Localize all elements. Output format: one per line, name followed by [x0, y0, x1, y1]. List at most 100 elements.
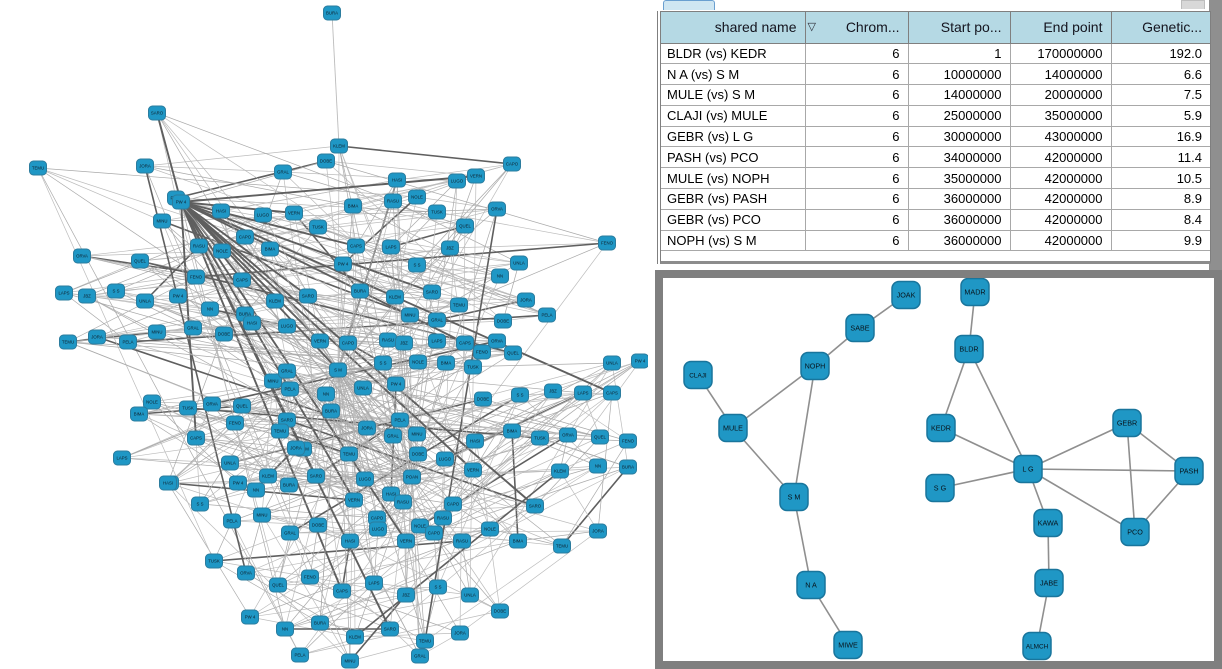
network-node-S S[interactable]: S S: [408, 257, 426, 273]
network-node-POAN[interactable]: POAN: [403, 469, 421, 485]
network-node-DOBE[interactable]: DOBE: [491, 603, 509, 619]
network-node-L G[interactable]: L G: [1013, 454, 1043, 484]
network-node-DOBE[interactable]: DOBE: [215, 326, 233, 342]
detail-network-panel[interactable]: JOAK MADR SABE NOPH BLDR CLAJI MULE KEDR GEBR L G…: [655, 270, 1222, 669]
network-node-JORA[interactable]: JORA: [517, 292, 535, 308]
network-node-LUGO[interactable]: LUGO: [436, 451, 454, 467]
network-node-PW 4[interactable]: PW 4: [241, 609, 259, 625]
network-node-HASI[interactable]: HASI: [243, 315, 261, 331]
network-node-GEBR[interactable]: GEBR: [1112, 408, 1142, 438]
network-node-PELA[interactable]: PELA: [281, 381, 299, 397]
network-node-LUGO[interactable]: LUGO: [356, 471, 374, 487]
network-node-N A[interactable]: N A: [796, 570, 826, 600]
network-node-SARO[interactable]: SARO: [307, 468, 325, 484]
network-node-ORVA[interactable]: ORVA: [488, 333, 506, 349]
network-node-BIMA[interactable]: BIMA: [261, 241, 279, 257]
network-node-JORA[interactable]: JORA: [136, 158, 154, 174]
network-node-MINU[interactable]: MINU: [401, 307, 419, 323]
network-node-LUGO[interactable]: LUGO: [254, 207, 272, 223]
network-node-RASU[interactable]: RASU: [190, 238, 208, 254]
network-node-GRAL[interactable]: GRAL: [184, 320, 202, 336]
network-node-QUEL[interactable]: QUEL: [269, 577, 287, 593]
network-node-CAPS[interactable]: CAPS: [187, 430, 205, 446]
table-row[interactable]: NOPH (vs) S M 6 36000000 42000000 9.9: [661, 230, 1210, 252]
network-node-TUSK[interactable]: TUSK: [531, 430, 549, 446]
network-node-DOBE[interactable]: DOBE: [494, 313, 512, 329]
network-node-NOPH[interactable]: NOPH: [800, 351, 830, 381]
network-node-HASI[interactable]: HASI: [212, 203, 230, 219]
network-node-VERN[interactable]: VERN: [397, 533, 415, 549]
network-node-BIMA[interactable]: BIMA: [344, 198, 362, 214]
network-node-LAPS[interactable]: LAPS: [428, 333, 446, 349]
network-node-JORA[interactable]: JORA: [589, 523, 607, 539]
network-node-GRAL[interactable]: GRAL: [384, 428, 402, 444]
network-node-KLEM[interactable]: KLEM: [259, 468, 277, 484]
network-node-QUEL[interactable]: QUEL: [456, 218, 474, 234]
network-node-PELA[interactable]: PELA: [223, 513, 241, 529]
network-node-JABE[interactable]: JABE: [1034, 568, 1064, 598]
network-node-NN[interactable]: NN: [589, 458, 607, 474]
network-node-UNLA[interactable]: UNLA: [136, 293, 154, 309]
network-node-TEMU[interactable]: TEMU: [450, 297, 468, 313]
network-node-BURA[interactable]: BURA: [323, 5, 341, 21]
network-node-QUEL[interactable]: QUEL: [504, 345, 522, 361]
network-node-BURA[interactable]: BURA: [280, 477, 298, 493]
network-node-CAPO[interactable]: CAPO: [444, 496, 462, 512]
network-node-CAPO[interactable]: CAPO: [425, 525, 443, 541]
network-node-KLEM[interactable]: KLEM: [266, 293, 284, 309]
network-node-MINU[interactable]: MINU: [408, 426, 426, 442]
network-node-PW 4[interactable]: PW 4: [387, 376, 405, 392]
network-node-CAPS[interactable]: CAPS: [333, 583, 351, 599]
network-node-JBZ[interactable]: JBZ: [78, 288, 96, 304]
network-node-VERN[interactable]: VERN: [285, 205, 303, 221]
network-node-HASI[interactable]: HASI: [159, 475, 177, 491]
network-node-KLEM[interactable]: KLEM: [330, 138, 348, 154]
network-node-TEMU[interactable]: TEMU: [59, 334, 77, 350]
network-node-TUSK[interactable]: TUSK: [428, 204, 446, 220]
network-node-JORA[interactable]: JORA: [287, 440, 305, 456]
network-node-KLEM[interactable]: KLEM: [346, 629, 364, 645]
network-node-S S[interactable]: S S: [511, 387, 529, 403]
network-node-VERN[interactable]: VERN: [345, 492, 363, 508]
network-node-CAPS[interactable]: CAPS: [347, 238, 365, 254]
network-node-LUGO[interactable]: LUGO: [448, 173, 466, 189]
network-node-FENO[interactable]: FENO: [187, 269, 205, 285]
horizontal-scrollbar-fragment[interactable]: [1181, 0, 1205, 9]
network-node-KAWA[interactable]: KAWA: [1033, 508, 1063, 538]
network-node-NOLE[interactable]: NOLE: [143, 394, 161, 410]
network-node-NN[interactable]: NN: [317, 386, 335, 402]
network-node-JORA[interactable]: JORA: [358, 420, 376, 436]
column-header-shared-name[interactable]: shared name: [661, 12, 806, 44]
network-node-BURA[interactable]: BURA: [322, 403, 340, 419]
network-node-PELA[interactable]: PELA: [291, 647, 309, 663]
network-node-GRAL[interactable]: GRAL: [281, 525, 299, 541]
column-header-genetic[interactable]: Genetic...: [1111, 12, 1210, 44]
network-node-CLAJI[interactable]: CLAJI: [683, 360, 713, 390]
network-node-CAPS[interactable]: CAPS: [233, 272, 251, 288]
network-node-QUEL[interactable]: QUEL: [591, 429, 609, 445]
table-row[interactable]: BLDR (vs) KEDR 6 1 170000000 192.0: [661, 43, 1210, 65]
table-row[interactable]: N A (vs) S M 6 10000000 14000000 6.6: [661, 63, 1210, 86]
network-node-MINU[interactable]: MINU: [148, 324, 166, 340]
network-node-S M[interactable]: S M: [779, 482, 809, 512]
network-node-RASU[interactable]: RASU: [434, 510, 452, 526]
network-node-DOBE[interactable]: DOBE: [309, 517, 327, 533]
network-node-NOLE[interactable]: NOLE: [481, 521, 499, 537]
network-node-S S[interactable]: S S: [374, 355, 392, 371]
network-node-SARO[interactable]: SARO: [423, 284, 441, 300]
network-node-ORVA[interactable]: ORVA: [73, 248, 91, 264]
network-node-FENO[interactable]: FENO: [226, 415, 244, 431]
network-node-GRAL[interactable]: GRAL: [411, 648, 429, 664]
network-node-KLEM[interactable]: KLEM: [551, 463, 569, 479]
network-node-BURA[interactable]: BURA: [311, 615, 329, 631]
network-node-TUSK[interactable]: TUSK: [179, 400, 197, 416]
network-node-SABE[interactable]: SABE: [845, 313, 875, 343]
network-node-BIMA[interactable]: BIMA: [509, 533, 527, 549]
table-row[interactable]: GEBR (vs) L G 6 30000000 43000000 16.9: [661, 126, 1210, 148]
network-node-VERN[interactable]: VERN: [311, 333, 329, 349]
network-node-PELA[interactable]: PELA: [119, 334, 137, 350]
network-node-NN[interactable]: NN: [491, 268, 509, 284]
network-node-UNLA[interactable]: UNLA: [221, 455, 239, 471]
network-node-LAPS[interactable]: LAPS: [55, 285, 73, 301]
network-node-ALMCH[interactable]: ALMCH: [1022, 631, 1052, 661]
